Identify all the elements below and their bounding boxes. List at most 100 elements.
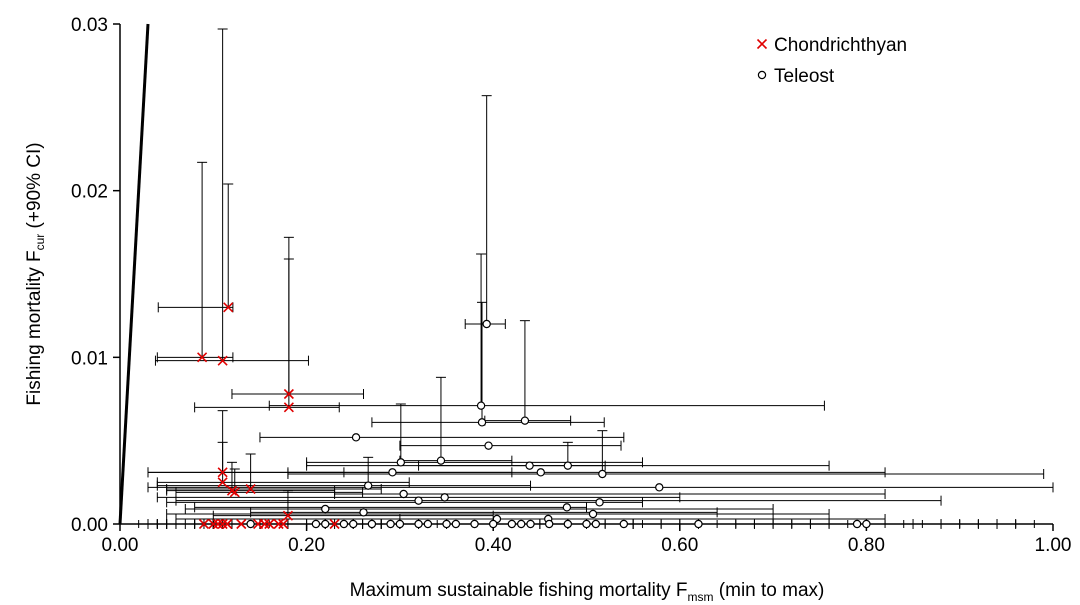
- marker-stroke: [212, 518, 224, 530]
- marker-stroke: [226, 485, 238, 496]
- data-point: [526, 519, 535, 529]
- data-point: [321, 504, 330, 514]
- marker-stroke: [217, 518, 228, 530]
- data-point: [414, 519, 423, 529]
- data-point: [470, 519, 479, 529]
- data-point: [245, 483, 256, 495]
- x-tick-label: 0.20: [288, 535, 325, 556]
- x-tick-label: 1.00: [1035, 535, 1072, 556]
- data-point: [562, 503, 572, 512]
- data-point: [367, 519, 377, 529]
- marker-stroke: [329, 518, 340, 530]
- data-point: [283, 388, 294, 400]
- marker-stroke: [756, 38, 768, 50]
- data-point: [591, 519, 601, 529]
- reference-line: [118, 23, 150, 525]
- data-point: [399, 489, 408, 499]
- data-point: [544, 519, 554, 529]
- data-point: [525, 461, 534, 470]
- legend-marker: [756, 38, 768, 50]
- data-point: [598, 469, 607, 479]
- y-tick-label: 0.03: [71, 15, 108, 36]
- y-axis-label-subscript: cur: [33, 234, 47, 251]
- data-point: [339, 519, 349, 529]
- data-point: [198, 518, 210, 530]
- data-point: [563, 519, 573, 529]
- data-point: [283, 402, 294, 413]
- data-point: [311, 519, 321, 529]
- data-point: [476, 401, 486, 410]
- legend-label: Teleost: [774, 66, 835, 87]
- data-point: [217, 467, 228, 478]
- data-point: [264, 518, 275, 530]
- marker-stroke: [223, 302, 234, 313]
- marker-stroke: [273, 518, 284, 530]
- data-point: [588, 509, 598, 519]
- x-tick-label: 0.40: [475, 535, 512, 556]
- data-point: [442, 519, 451, 529]
- data-point: [477, 418, 487, 427]
- marker-stroke: [222, 518, 233, 530]
- marker-stroke: [208, 518, 219, 530]
- legend-marker: [757, 70, 767, 80]
- marker-stroke: [283, 402, 294, 413]
- data-point: [217, 355, 228, 366]
- y-axis-label-suffix: (+90% CI): [24, 142, 45, 233]
- y-tick-label: 0.00: [71, 515, 108, 536]
- data-point: [282, 510, 294, 521]
- marker-stroke: [236, 518, 247, 530]
- data-point: [396, 458, 406, 467]
- marker-stroke: [217, 467, 228, 478]
- x-axis-label-suffix: (min to max): [714, 580, 825, 601]
- data-point: [563, 461, 573, 470]
- data-point: [217, 518, 228, 530]
- data-point: [440, 493, 449, 502]
- marker-stroke: [217, 355, 228, 366]
- data-point: [222, 518, 233, 530]
- data-point: [273, 518, 284, 530]
- marker-stroke: [282, 510, 294, 521]
- data-point: [436, 456, 446, 465]
- data-point: [395, 519, 405, 529]
- marker-stroke: [283, 388, 294, 400]
- x-tick-label: 0.80: [848, 535, 885, 556]
- x-tick-label: 0.60: [661, 535, 698, 556]
- y-tick-label: 0.02: [71, 182, 108, 203]
- data-point: [278, 518, 289, 530]
- data-point: [582, 519, 591, 529]
- marker-stroke: [264, 518, 275, 530]
- data-point: [388, 468, 397, 477]
- data-point: [359, 508, 368, 517]
- data-point: [655, 483, 664, 492]
- data-point: [229, 487, 240, 498]
- data-point: [321, 519, 330, 529]
- data-point: [414, 496, 423, 505]
- data-point: [862, 519, 871, 529]
- x-axis-label-main: Maximum sustainable fishing mortality F: [350, 580, 688, 601]
- marker-stroke: [245, 483, 256, 495]
- marker-stroke: [197, 352, 208, 363]
- data-point: [619, 519, 629, 529]
- marker-stroke: [229, 487, 240, 498]
- data-point: [423, 519, 433, 529]
- data-point: [507, 519, 517, 529]
- data-point: [197, 352, 208, 363]
- y-tick-label: 0.01: [71, 348, 108, 369]
- data-point: [349, 519, 358, 529]
- data-point: [208, 518, 219, 530]
- data-point: [223, 302, 234, 313]
- data-point: [484, 441, 493, 450]
- x-tick-label: 0.00: [102, 535, 139, 556]
- data-point: [595, 498, 604, 507]
- data-point: [259, 518, 270, 530]
- data-point: [489, 519, 498, 529]
- data-point: [329, 518, 340, 530]
- marker-stroke: [217, 477, 228, 488]
- marker-stroke: [278, 518, 289, 530]
- data-point: [516, 519, 526, 529]
- data-point: [536, 468, 545, 477]
- legend-label: Chondrichthyan: [774, 35, 907, 56]
- data-point: [451, 519, 461, 529]
- data-point: [217, 477, 228, 488]
